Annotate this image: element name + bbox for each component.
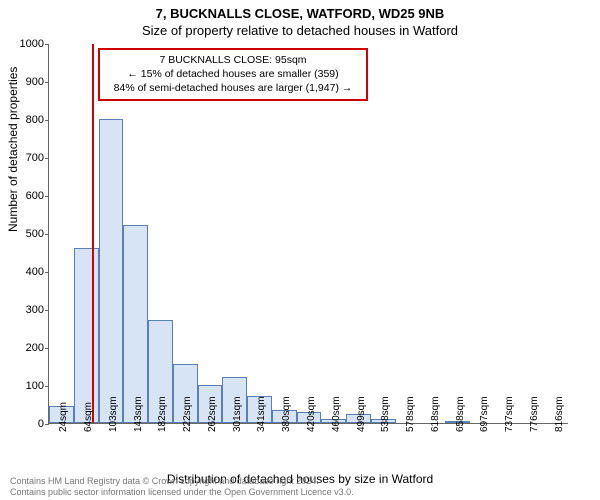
chart-wrap [48, 44, 568, 424]
y-tick-mark [45, 386, 49, 387]
y-tick-mark [45, 120, 49, 121]
y-tick-mark [45, 272, 49, 273]
y-tick-label: 100 [8, 380, 44, 392]
y-tick-label: 300 [8, 304, 44, 316]
y-tick-label: 600 [8, 190, 44, 202]
y-tick-label: 1000 [8, 38, 44, 50]
annotation-box: 7 BUCKNALLS CLOSE: 95sqm← 15% of detache… [98, 48, 368, 101]
y-axis-label: Number of detached properties [6, 67, 20, 232]
y-tick-mark [45, 44, 49, 45]
y-tick-mark [45, 82, 49, 83]
y-tick-mark [45, 424, 49, 425]
address-title: 7, BUCKNALLS CLOSE, WATFORD, WD25 9NB [0, 6, 600, 23]
histogram-bar [123, 225, 148, 423]
y-tick-mark [45, 234, 49, 235]
annotation-line1: 7 BUCKNALLS CLOSE: 95sqm [106, 53, 360, 67]
y-tick-label: 800 [8, 114, 44, 126]
subtitle: Size of property relative to detached ho… [0, 23, 600, 40]
histogram-bar [74, 248, 99, 423]
plot-area [48, 44, 568, 424]
y-tick-mark [45, 310, 49, 311]
annotation-line3: 84% of semi-detached houses are larger (… [106, 81, 360, 95]
y-tick-label: 700 [8, 152, 44, 164]
y-tick-label: 400 [8, 266, 44, 278]
footer-line2: Contains public sector information licen… [10, 487, 354, 498]
y-tick-label: 200 [8, 342, 44, 354]
y-tick-mark [45, 196, 49, 197]
annotation-line2: ← 15% of detached houses are smaller (35… [106, 67, 360, 81]
footer: Contains HM Land Registry data © Crown c… [10, 476, 354, 499]
y-tick-mark [45, 158, 49, 159]
y-tick-label: 900 [8, 76, 44, 88]
histogram-bar [99, 119, 124, 423]
footer-line1: Contains HM Land Registry data © Crown c… [10, 476, 354, 487]
header: 7, BUCKNALLS CLOSE, WATFORD, WD25 9NB Si… [0, 0, 600, 40]
y-tick-label: 500 [8, 228, 44, 240]
y-tick-label: 0 [8, 418, 44, 430]
marker-line [92, 44, 94, 423]
y-tick-mark [45, 348, 49, 349]
